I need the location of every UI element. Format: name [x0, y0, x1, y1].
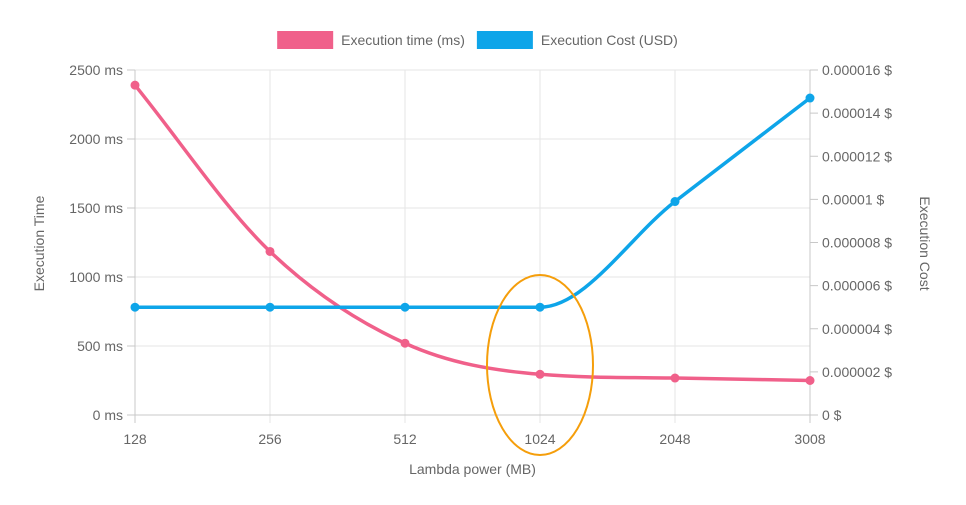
y-tick-left-label: 1000 ms: [69, 269, 123, 285]
x-tick-label: 512: [393, 431, 417, 447]
y-tick-left-label: 1500 ms: [69, 200, 123, 216]
x-tick-label: 3008: [794, 431, 825, 447]
gridlines: [134, 69, 811, 423]
data-point[interactable]: [670, 197, 680, 207]
data-point[interactable]: [265, 246, 275, 256]
data-point[interactable]: [535, 369, 545, 379]
y-axis-left-ticks: 0 ms 500 ms 1000 ms 1500 ms 2000 ms 2500 ms: [69, 62, 135, 423]
x-axis-ticks: 128 256 512 1024 2048 3008: [123, 431, 825, 447]
data-point[interactable]: [805, 376, 815, 385]
data-point[interactable]: [400, 302, 410, 312]
y-axis-right-ticks: 0 $ 0.000002 $ 0.000004 $ 0.000006 $ 0.00000…: [810, 62, 892, 423]
y-tick-right-label: 0.000016 $: [822, 62, 892, 78]
legend-label: Execution Cost (USD): [541, 32, 678, 48]
legend-item-1[interactable]: Execution time (ms): [277, 31, 465, 49]
y-tick-right-label: 0.000006 $: [822, 278, 892, 294]
data-point[interactable]: [130, 80, 140, 90]
data-point[interactable]: [130, 302, 140, 312]
x-tick-label: 128: [123, 431, 147, 447]
y-tick-right-label: 0.000014 $: [822, 105, 892, 121]
x-tick-label: 1024: [524, 431, 555, 447]
highlight-ellipse: [486, 274, 594, 456]
y-axis-right-title: Execution Cost: [917, 196, 933, 290]
y-tick-right-label: 0.000008 $: [822, 235, 892, 251]
y-tick-left-label: 2500 ms: [69, 62, 123, 78]
legend-swatch: [476, 31, 533, 49]
y-tick-right-label: 0.000002 $: [822, 364, 892, 380]
legend-item-2[interactable]: Execution Cost (USD): [476, 31, 678, 49]
data-point[interactable]: [265, 302, 275, 312]
legend-swatch: [277, 31, 334, 49]
y-tick-right-label: 0.00001 $: [822, 191, 884, 207]
x-tick-label: 256: [258, 431, 282, 447]
data-point[interactable]: [535, 302, 545, 312]
data-point[interactable]: [400, 338, 410, 348]
y-axis-left-title: Execution Time: [31, 195, 47, 291]
series-1: [130, 80, 815, 385]
y-tick-right-label: 0 $: [822, 407, 842, 423]
series-line: [133, 84, 811, 383]
series-line: [134, 96, 812, 309]
data-point[interactable]: [670, 373, 680, 383]
series-2: [130, 93, 815, 312]
legend-label: Execution time (ms): [341, 32, 465, 48]
x-axis-title: Lambda power (MB): [409, 461, 536, 477]
y-tick-left-label: 500 ms: [77, 338, 123, 354]
y-tick-right-label: 0.000004 $: [822, 321, 892, 337]
legend: Execution time (ms) Execution Cost (USD): [277, 31, 678, 49]
y-tick-left-label: 0 ms: [93, 407, 123, 423]
y-tick-left-label: 2000 ms: [69, 131, 123, 147]
y-tick-right-label: 0.000012 $: [822, 148, 892, 164]
x-tick-label: 2048: [659, 431, 690, 447]
data-point[interactable]: [805, 93, 815, 103]
